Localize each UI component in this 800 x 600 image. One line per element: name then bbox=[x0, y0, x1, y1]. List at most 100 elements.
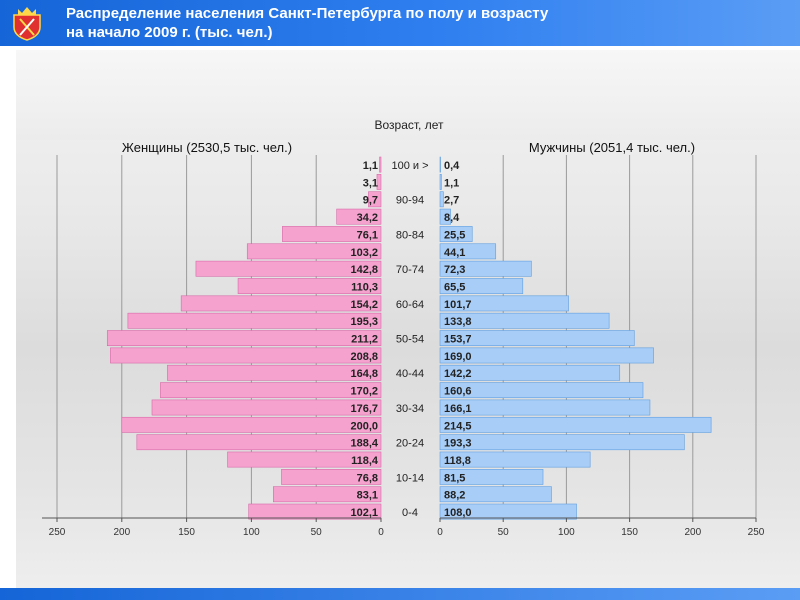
male-value-label: 25,5 bbox=[444, 229, 465, 241]
female-value-label: 34,2 bbox=[357, 212, 378, 224]
page-title: Распределение населения Санкт-Петербурга… bbox=[66, 4, 548, 42]
male-value-label: 65,5 bbox=[444, 281, 465, 293]
female-value-label: 154,2 bbox=[350, 299, 378, 311]
footer-bar bbox=[0, 588, 800, 600]
age-group-label: 80-84 bbox=[396, 229, 424, 241]
female-bar bbox=[227, 451, 382, 468]
female-bar bbox=[110, 347, 382, 364]
male-value-label: 81,5 bbox=[444, 472, 465, 484]
male-bar bbox=[439, 330, 635, 346]
female-bar bbox=[160, 382, 382, 399]
male-value-label: 153,7 bbox=[444, 334, 472, 346]
male-bar bbox=[439, 434, 685, 451]
coat-of-arms-icon bbox=[13, 7, 41, 41]
male-value-label: 88,2 bbox=[444, 490, 465, 502]
female-bar bbox=[273, 486, 382, 503]
female-bar bbox=[368, 191, 382, 208]
age-group-label: 40-44 bbox=[396, 368, 424, 380]
male-bar bbox=[439, 295, 569, 312]
female-value-label: 188,4 bbox=[350, 438, 378, 450]
female-bar bbox=[248, 503, 382, 520]
male-bar bbox=[439, 503, 577, 520]
female-bar bbox=[237, 278, 382, 294]
male-bar bbox=[439, 156, 441, 173]
female-bar bbox=[127, 312, 382, 329]
male-value-label: 0,4 bbox=[444, 160, 460, 172]
female-bar bbox=[136, 434, 382, 451]
female-bar bbox=[282, 226, 382, 242]
axes: 250 200 150 100 50 0 0 50 100 150 200 250 bbox=[42, 517, 765, 538]
sky-area bbox=[16, 50, 800, 140]
x-tick-label-right: 0 bbox=[437, 527, 443, 538]
male-value-label: 169,0 bbox=[444, 351, 472, 363]
female-value-label: 142,8 bbox=[350, 264, 378, 276]
age-group-label: 10-14 bbox=[396, 472, 424, 484]
female-series-title: Женщины (2530,5 тыс. чел.) bbox=[122, 140, 292, 155]
female-value-label: 3,1 bbox=[363, 177, 378, 189]
male-bar bbox=[439, 347, 654, 364]
male-bar bbox=[439, 468, 544, 485]
age-axis-title: Возраст, лет bbox=[375, 118, 445, 132]
male-bar bbox=[439, 278, 524, 294]
age-group-label: 70-74 bbox=[396, 264, 424, 276]
male-bar bbox=[439, 399, 651, 416]
female-bar bbox=[281, 468, 382, 485]
x-tick-label-left: 50 bbox=[311, 527, 323, 538]
female-value-label: 9,7 bbox=[363, 195, 378, 207]
male-value-label: 160,6 bbox=[444, 386, 472, 398]
male-value-label: 118,8 bbox=[444, 455, 471, 467]
female-value-label: 102,1 bbox=[350, 507, 378, 519]
male-bar bbox=[439, 260, 532, 277]
female-bar bbox=[376, 174, 382, 190]
male-bar bbox=[439, 382, 644, 399]
male-value-label: 44,1 bbox=[444, 247, 465, 259]
male-value-label: 1,1 bbox=[444, 177, 459, 189]
female-value-label: 164,8 bbox=[350, 368, 378, 380]
age-group-label: 90-94 bbox=[396, 195, 424, 207]
female-value-label: 170,2 bbox=[350, 386, 378, 398]
age-group-label: 50-54 bbox=[396, 334, 424, 346]
age-group-label: 60-64 bbox=[396, 299, 424, 311]
female-value-label: 195,3 bbox=[350, 316, 378, 328]
female-value-label: 1,1 bbox=[363, 160, 378, 172]
x-tick-label-right: 200 bbox=[684, 527, 701, 538]
male-value-label: 8,4 bbox=[444, 212, 460, 224]
x-tick-label-left: 200 bbox=[113, 527, 130, 538]
male-bar bbox=[439, 451, 591, 468]
male-bar bbox=[439, 486, 552, 503]
male-value-label: 193,3 bbox=[444, 438, 472, 450]
female-bar bbox=[180, 295, 382, 312]
male-value-label: 101,7 bbox=[444, 299, 472, 311]
male-bar bbox=[439, 243, 497, 260]
female-bar bbox=[106, 330, 382, 346]
x-tick-label-left: 250 bbox=[49, 527, 66, 538]
male-value-label: 108,0 bbox=[444, 507, 472, 519]
female-value-label: 83,1 bbox=[357, 490, 378, 502]
male-bar bbox=[439, 312, 610, 329]
male-value-label: 142,2 bbox=[444, 368, 472, 380]
female-value-label: 76,1 bbox=[357, 229, 378, 241]
title-line-1: Распределение населения Санкт-Петербурга… bbox=[66, 5, 549, 22]
title-line-2: на начало 2009 г. (тыс. чел.) bbox=[66, 24, 273, 41]
female-bar bbox=[379, 156, 382, 173]
female-value-label: 208,8 bbox=[350, 351, 378, 363]
female-bar bbox=[246, 243, 382, 260]
x-tick-label-right: 250 bbox=[748, 527, 765, 538]
male-value-label: 133,8 bbox=[444, 316, 472, 328]
age-group-label: 30-34 bbox=[396, 403, 424, 415]
x-tick-label-right: 150 bbox=[621, 527, 638, 538]
female-value-label: 118,4 bbox=[351, 455, 379, 467]
male-value-label: 214,5 bbox=[444, 420, 472, 432]
male-series-title: Мужчины (2051,4 тыс. чел.) bbox=[529, 140, 695, 155]
female-bar bbox=[336, 208, 382, 225]
male-bar bbox=[439, 226, 473, 242]
female-value-label: 103,2 bbox=[350, 247, 378, 259]
female-bar bbox=[151, 399, 382, 416]
male-value-label: 72,3 bbox=[444, 264, 465, 276]
female-value-label: 110,3 bbox=[351, 281, 378, 293]
bars bbox=[106, 156, 712, 520]
female-bar bbox=[167, 364, 382, 381]
female-value-label: 76,8 bbox=[357, 472, 378, 484]
x-tick-label-right: 50 bbox=[498, 527, 510, 538]
